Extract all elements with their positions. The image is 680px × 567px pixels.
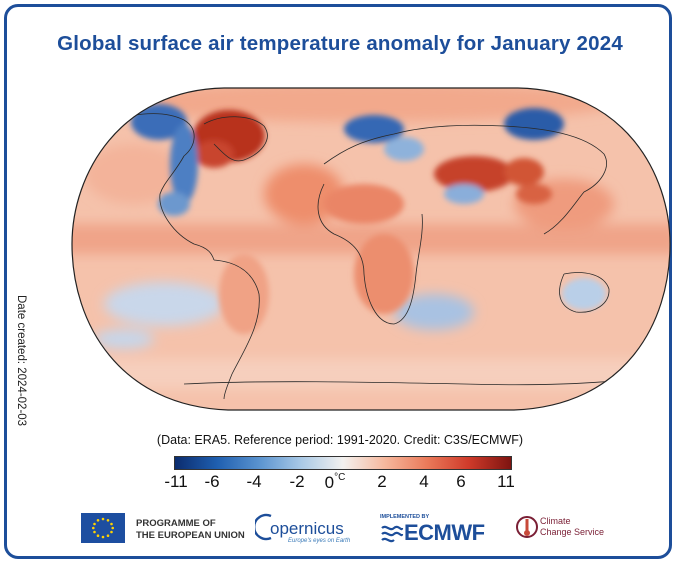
colorbar-tick-label: -6 — [204, 472, 220, 491]
map-field — [72, 88, 670, 410]
colorbar-tick-label: -2 — [289, 472, 305, 491]
eu-stars — [92, 517, 114, 539]
c3s-line-1: Climate — [540, 516, 571, 526]
map-border — [71, 87, 671, 411]
page-title: Global surface air temperature anomaly f… — [57, 32, 623, 55]
c3s-text: Climate Change Service — [540, 516, 604, 538]
colorbar — [174, 456, 512, 470]
ecmwf-name: ECMWF — [404, 520, 485, 545]
c3s-line-2: Change Service — [540, 527, 605, 537]
colorbar-tick-label: 2 — [377, 472, 387, 491]
world-map — [64, 84, 678, 418]
credit-line: (Data: ERA5. Reference period: 1991-2020… — [156, 433, 524, 447]
copernicus-c-icon — [255, 513, 272, 541]
colorbar-tick-label: 0°C — [324, 472, 346, 492]
colorbar-unit: °C — [334, 472, 346, 483]
colorbar-tick-label: -4 — [246, 472, 262, 491]
coastlines — [103, 113, 625, 400]
copernicus-tagline: Europe's eyes on Earth — [288, 538, 351, 544]
colorbar-tick-label: -11 — [164, 472, 188, 491]
copernicus-name: opernicus — [270, 519, 344, 538]
ecmwf-wave-icon — [381, 525, 404, 543]
logo-bar: PROGRAMME OF THE EUROPEAN UNION opernicu… — [0, 506, 680, 550]
anomaly-map-svg — [71, 87, 671, 411]
climate-thermometer-icon — [516, 516, 538, 538]
colorbar-tick-label: 4 — [419, 472, 429, 491]
eu-text-line-2: THE EUROPEAN UNION — [136, 530, 245, 541]
eu-flag-icon — [81, 513, 125, 543]
date-created: Date created: 2024-02-03 — [15, 295, 27, 427]
colorbar-tick-label: 6 — [456, 472, 466, 491]
colorbar-tick-label: 11 — [497, 472, 515, 491]
eu-text-line-1: PROGRAMME OF — [136, 518, 216, 529]
eu-programme-text: PROGRAMME OF THE EUROPEAN UNION — [136, 518, 245, 542]
ecmwf-implemented-by: IMPLEMENTED BY — [380, 514, 430, 520]
